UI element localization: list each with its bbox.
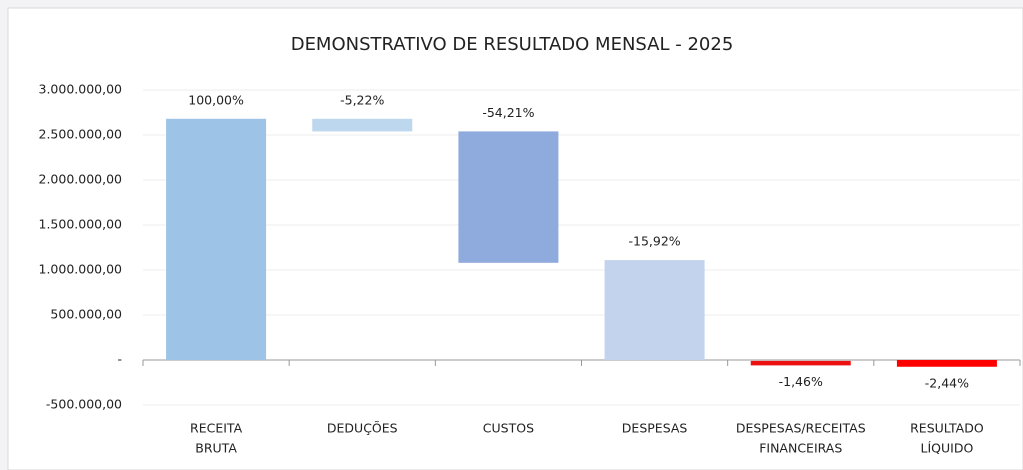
x-tick-label: RECEITA (190, 421, 243, 436)
y-tick-label: 500.000,00 (50, 307, 122, 322)
bar (166, 118, 267, 360)
y-tick-label: 3.000.000,00 (39, 82, 123, 97)
data-label: -15,92% (628, 234, 680, 249)
x-tick-label: FINANCEIRAS (759, 441, 842, 456)
y-tick-label: 2.500.000,00 (39, 127, 123, 142)
x-tick-label: CUSTOS (483, 421, 534, 436)
x-tick-label: DEDUÇÕES (327, 421, 398, 436)
bar (312, 118, 413, 132)
x-tick-label: BRUTA (195, 441, 237, 456)
y-tick-label: 1.500.000,00 (39, 217, 123, 232)
data-label: -2,44% (925, 375, 969, 390)
bar (604, 260, 705, 360)
bar (750, 360, 851, 366)
x-tick-label: RESULTADO (910, 421, 984, 436)
bar (458, 131, 559, 263)
y-tick-label: - (117, 352, 122, 367)
data-label: -5,22% (340, 92, 384, 107)
x-tick-label: DESPESAS (622, 421, 688, 436)
bar (896, 360, 997, 367)
data-label: -54,21% (482, 105, 534, 120)
x-tick-label: DESPESAS/RECEITAS (736, 421, 866, 436)
y-tick-label: -500.000,00 (46, 397, 122, 412)
chart-title: DEMONSTRATIVO DE RESULTADO MENSAL - 2025 (291, 34, 734, 55)
data-label: -1,46% (779, 374, 823, 389)
data-label: 100,00% (188, 92, 244, 107)
y-tick-label: 1.000.000,00 (39, 262, 123, 277)
y-tick-label: 2.000.000,00 (39, 172, 123, 187)
x-tick-label: LÍQUIDO (921, 441, 974, 456)
